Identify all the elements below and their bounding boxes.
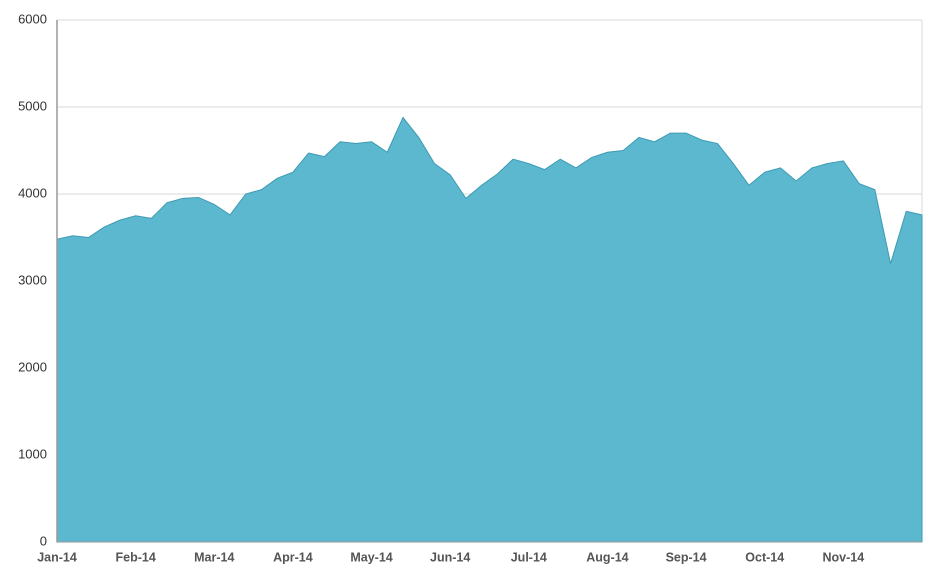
x-tick-label: Feb-14 xyxy=(115,550,155,564)
y-tick-label: 0 xyxy=(40,533,47,548)
y-tick-label: 6000 xyxy=(18,11,47,26)
y-tick-label: 4000 xyxy=(18,185,47,200)
x-tick-label: Jul-14 xyxy=(511,550,547,564)
y-tick-label: 2000 xyxy=(18,359,47,374)
x-tick-label: Jun-14 xyxy=(430,550,470,564)
area xyxy=(56,116,923,543)
x-tick-label: Oct-14 xyxy=(745,550,784,564)
x-tick-label: Nov-14 xyxy=(823,550,865,564)
y-tick-label: 5000 xyxy=(18,98,47,113)
x-tick-label: Mar-14 xyxy=(194,550,234,564)
x-tick-label: Sep-14 xyxy=(666,550,707,564)
x-tick-label: Apr-14 xyxy=(273,550,313,564)
y-tick-label: 3000 xyxy=(18,272,47,287)
x-tick-label: May-14 xyxy=(350,550,392,564)
x-tick-label: Jan-14 xyxy=(37,550,77,564)
x-tick-label: Aug-14 xyxy=(586,550,628,564)
y-tick-label: 1000 xyxy=(18,446,47,461)
